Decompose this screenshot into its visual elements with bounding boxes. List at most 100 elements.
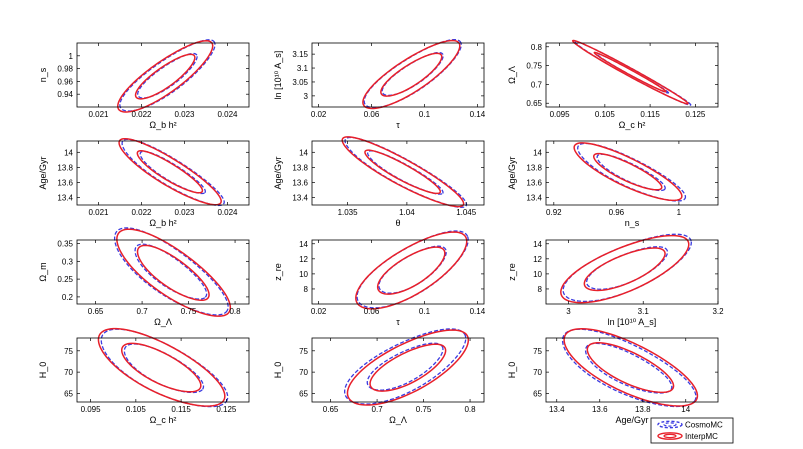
ytick-label-p2-3: 3.15: [292, 50, 308, 59]
xtick-label-p6-1: 0.96: [609, 208, 625, 217]
xtick-label-p11-2: 0.75: [416, 405, 432, 414]
xlabel-p5: θ: [395, 218, 400, 228]
contour-interpmc-inner-p2: [380, 52, 443, 97]
ylabel-p9: z_re: [507, 263, 517, 281]
xtick-label-p7-0: 0.65: [88, 307, 104, 316]
xtick-label-p9-1: 3.1: [638, 307, 650, 316]
ylabel-p11: H_0: [273, 362, 283, 379]
panel-p9: 3 3.1 3.2 8 10 12 14 ln [10¹⁰ A_s] z_re: [507, 233, 724, 327]
xtick-label-p2-1: 0.06: [364, 110, 380, 119]
xtick-label-p12-3: 14: [681, 405, 690, 414]
xlabel-p11: Ω_Λ: [389, 415, 407, 425]
xtick-label-p5-1: 1.04: [399, 208, 415, 217]
contour-cosmomc-outer-p5: [344, 136, 468, 208]
xtick-label-p12-2: 13.8: [635, 405, 651, 414]
xtick-label-p1-2: 0.023: [174, 110, 195, 119]
ytick-label-p5-3: 14: [299, 148, 308, 157]
xtick-label-p8-2: 0.1: [419, 307, 431, 316]
ytick-label-p2-2: 3.1: [297, 64, 309, 73]
contour-interpmc-outer-p7: [116, 228, 232, 317]
ytick-label-p12-2: 75: [533, 347, 542, 356]
axes-frame-p6: [545, 140, 719, 206]
axes-frame-p11: [311, 337, 485, 403]
contour-cosmomc-outer-p11: [343, 328, 467, 405]
xtick-label-p4-0: 0.021: [88, 208, 109, 217]
ylabel-p7: Ω_m: [38, 262, 48, 281]
contour-cosmomc-inner-p6: [596, 153, 666, 192]
xlabel-p4: Ω_b h²: [149, 218, 176, 228]
contour-cosmomc-inner-p7: [134, 243, 208, 300]
xtick-label-p3-2: 0.115: [640, 110, 660, 119]
contour-cosmomc-outer-p1: [119, 39, 216, 112]
xtick-label-p7-2: 0.75: [181, 307, 197, 316]
contour-cosmomc-inner-p3: [596, 52, 670, 94]
panel-p6: 0.92 0.96 1 13.4 13.6 13.8 14 n_s Age/Gyr: [507, 140, 719, 228]
panel-p4: 0.021 0.022 0.023 0.024 13.4 13.6 13.8 14 Ω_b h²…: [38, 137, 250, 228]
xlabel-p10: Ω_c h²: [150, 415, 177, 425]
legend-swatch-cosmomc-inner: [663, 422, 677, 427]
panel-p7: 0.65 0.7 0.75 0.8 0.2 0.25 0.3 0.35 Ω_Λ Ω_m: [38, 227, 250, 327]
ylabel-p6: Age/Gyr: [507, 156, 517, 189]
xlabel-p8: τ: [396, 317, 400, 327]
xtick-label-p6-0: 0.92: [546, 208, 562, 217]
ytick-label-p7-3: 0.35: [57, 240, 73, 249]
xtick-label-p12-0: 13.4: [549, 405, 565, 414]
axes-frame-p9: [545, 239, 719, 305]
xtick-label-p4-1: 0.022: [131, 208, 152, 217]
panel-p1: 0.021 0.022 0.023 0.024 0.94 0.96 0.98 1 Ω_b h² n…: [38, 39, 250, 130]
legend-label-interpmc: InterpMC: [685, 432, 718, 441]
ytick-label-p10-1: 70: [64, 368, 73, 377]
xtick-label-p3-3: 0.125: [685, 110, 706, 119]
ytick-label-p1-3: 1: [69, 52, 74, 61]
ylabel-p1: n_s: [38, 67, 48, 82]
ytick-label-p3-0: 0.65: [526, 99, 542, 108]
panel-p12: 13.4 13.6 13.8 14 65 70 75 Age/Gyr H_0: [507, 327, 719, 425]
ytick-label-p12-0: 65: [533, 389, 542, 398]
contour-cosmomc-inner-p2: [381, 51, 444, 96]
xlabel-p6: n_s: [625, 218, 640, 228]
contour-interpmc-outer-p12: [563, 327, 699, 407]
xtick-label-p1-1: 0.022: [131, 110, 152, 119]
panel-p8: 0.02 0.06 0.1 0.14 8 10 12 14 τ z_re: [273, 230, 486, 327]
contour-interpmc-inner-p8: [376, 246, 446, 295]
contour-interpmc-inner-p11: [369, 343, 447, 392]
ytick-label-p12-1: 70: [533, 368, 542, 377]
xlabel-p7: Ω_Λ: [154, 317, 172, 327]
xtick-label-p10-3: 0.125: [216, 405, 237, 414]
ylabel-p3: Ω_Λ: [507, 66, 517, 84]
panel-p5: 1.035 1.04 1.045 13.4 13.6 13.8 14 θ Age/Gyr: [273, 136, 485, 228]
ytick-label-p1-1: 0.96: [57, 77, 73, 86]
ylabel-p4: Age/Gyr: [38, 156, 48, 189]
legend-swatch-interpmc: [657, 432, 683, 440]
legend-swatch-cosmomc: [657, 420, 683, 429]
contour-interpmc-outer-p5: [341, 136, 465, 208]
ytick-label-p6-2: 13.8: [526, 163, 542, 172]
panel-p3: 0.095 0.105 0.115 0.125 0.65 0.7 0.75 0.8 Ω_c h²…: [507, 39, 719, 130]
axes-frame-p8: [311, 239, 485, 305]
contour-interpmc-outer-p4: [118, 137, 222, 206]
xtick-label-p2-2: 0.1: [419, 110, 431, 119]
contour-interpmc-inner-p1: [134, 53, 196, 100]
contour-cosmomc-outer-p12: [561, 328, 697, 408]
xtick-label-p6-2: 1: [677, 208, 682, 217]
ytick-label-p2-1: 3.05: [292, 78, 308, 87]
xlabel-p1: Ω_b h²: [149, 120, 176, 130]
contour-interpmc-outer-p8: [355, 231, 468, 310]
ytick-label-p5-1: 13.6: [292, 178, 308, 187]
ytick-label-p11-2: 75: [299, 347, 308, 356]
contour-interpmc-inner-p7: [136, 244, 210, 302]
xtick-label-p11-1: 0.7: [372, 405, 384, 414]
axes-frame-p10: [76, 337, 250, 403]
contour-interpmc-inner-p3: [593, 51, 667, 93]
ytick-label-p5-0: 13.4: [292, 193, 308, 202]
axes-frame-p1: [76, 42, 250, 108]
contour-interpmc-outer-p10: [97, 327, 226, 407]
contour-cosmomc-outer-p10: [100, 328, 229, 408]
xtick-label-p2-0: 0.02: [311, 110, 327, 119]
xtick-label-p1-0: 0.021: [88, 110, 109, 119]
ytick-label-p11-0: 65: [299, 389, 308, 398]
contour-cosmomc-inner-p1: [137, 52, 198, 99]
contour-interpmc-outer-p9: [560, 234, 690, 304]
contour-interpmc-inner-p12: [586, 341, 675, 394]
